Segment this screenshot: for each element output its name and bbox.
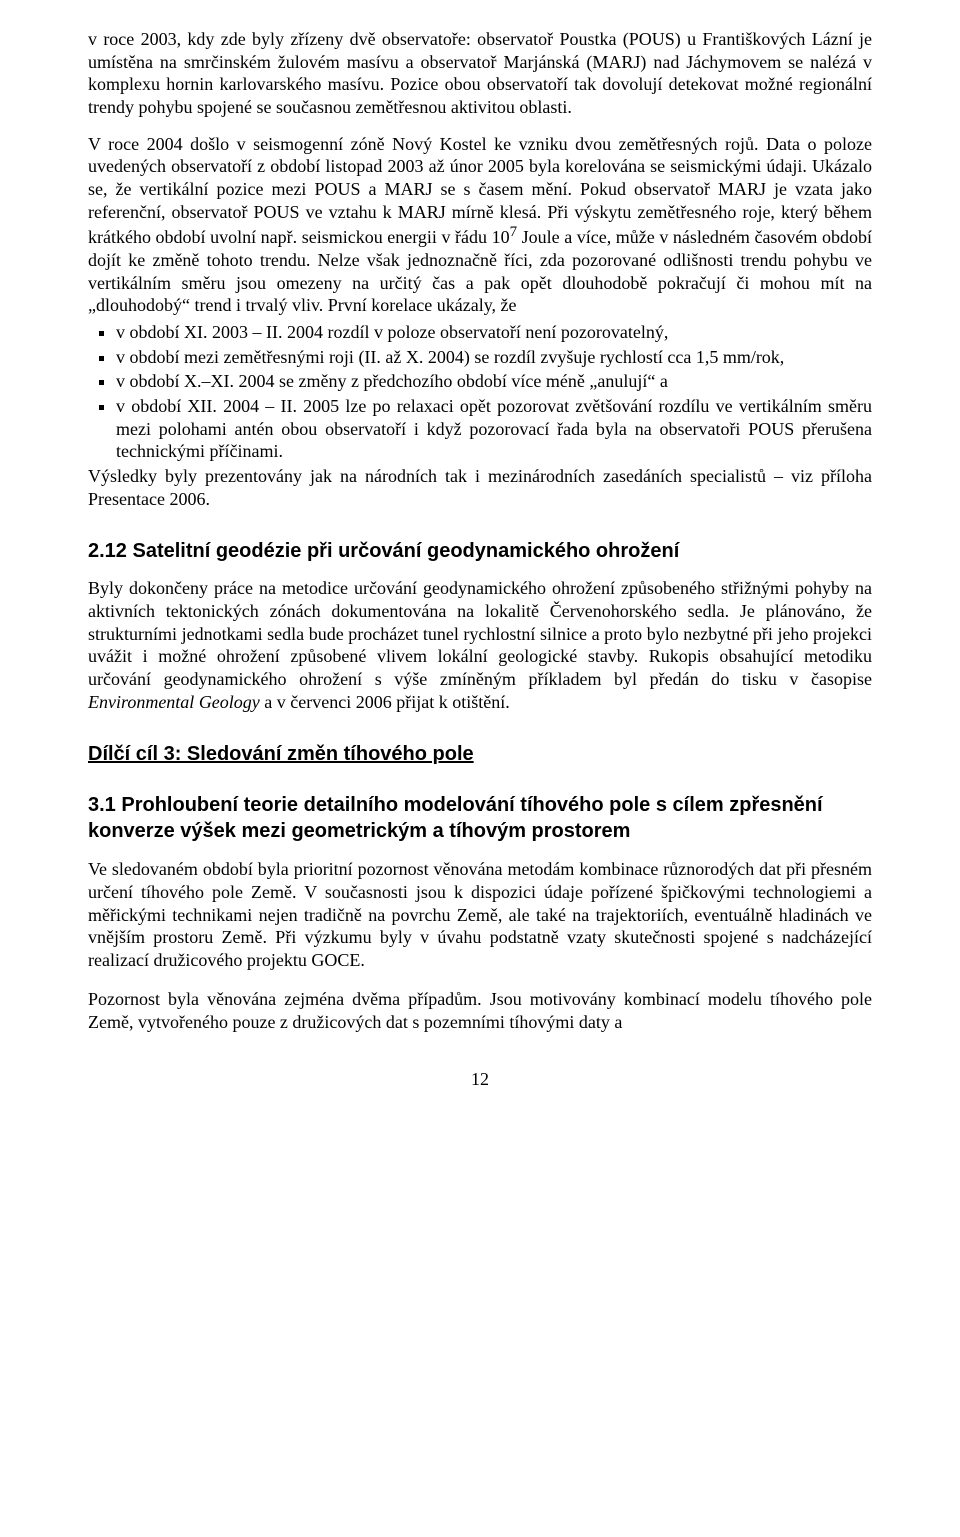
page-number: 12	[88, 1069, 872, 1090]
section-31-p1-block: Ve sledovaném období byla prioritní pozo…	[88, 858, 872, 971]
section-212-paragraph: Byly dokončeny práce na metodice určován…	[88, 577, 872, 713]
list-item: v období XII. 2004 – II. 2005 lze po rel…	[116, 395, 872, 463]
document-page: v roce 2003, kdy zde byly zřízeny dvě ob…	[0, 0, 960, 1138]
paragraph-2-block: V roce 2004 došlo v seismogenní zóně Nov…	[88, 133, 872, 317]
paragraph-2: V roce 2004 došlo v seismogenní zóně Nov…	[88, 133, 872, 317]
bullet-list: v období XI. 2003 – II. 2004 rozdíl v po…	[88, 321, 872, 463]
section-212-paragraph-block: Byly dokončeny práce na metodice určován…	[88, 577, 872, 713]
journal-title: Environmental Geology	[88, 692, 260, 712]
paragraph-3-block: Výsledky byly prezentovány jak na národn…	[88, 465, 872, 510]
paragraph-3: Výsledky byly prezentovány jak na národn…	[88, 465, 872, 510]
goal-3-title: Dílčí cíl 3: Sledování změn tíhového pol…	[88, 743, 872, 766]
section-212-text-b: a v červenci 2006 přijat k otištění.	[260, 692, 510, 712]
list-item: v období XI. 2003 – II. 2004 rozdíl v po…	[116, 321, 872, 344]
section-31-paragraph-2: Pozornost byla věnována zejména dvěma př…	[88, 988, 872, 1033]
section-212-text-a: Byly dokončeny práce na metodice určován…	[88, 578, 872, 689]
section-31-paragraph-1: Ve sledovaném období byla prioritní pozo…	[88, 858, 872, 971]
section-31-title: 3.1 Prohloubení teorie detailního modelo…	[88, 792, 872, 844]
paragraph-1-block: v roce 2003, kdy zde byly zřízeny dvě ob…	[88, 28, 872, 119]
paragraph-2-exponent: 7	[510, 224, 518, 240]
paragraph-1: v roce 2003, kdy zde byly zřízeny dvě ob…	[88, 28, 872, 119]
list-item: v období X.–XI. 2004 se změny z předchoz…	[116, 370, 872, 393]
section-31-p2-block: Pozornost byla věnována zejména dvěma př…	[88, 988, 872, 1033]
list-item: v období mezi zemětřesnými roji (II. až …	[116, 346, 872, 369]
section-212-title: 2.12 Satelitní geodézie při určování geo…	[88, 540, 872, 563]
